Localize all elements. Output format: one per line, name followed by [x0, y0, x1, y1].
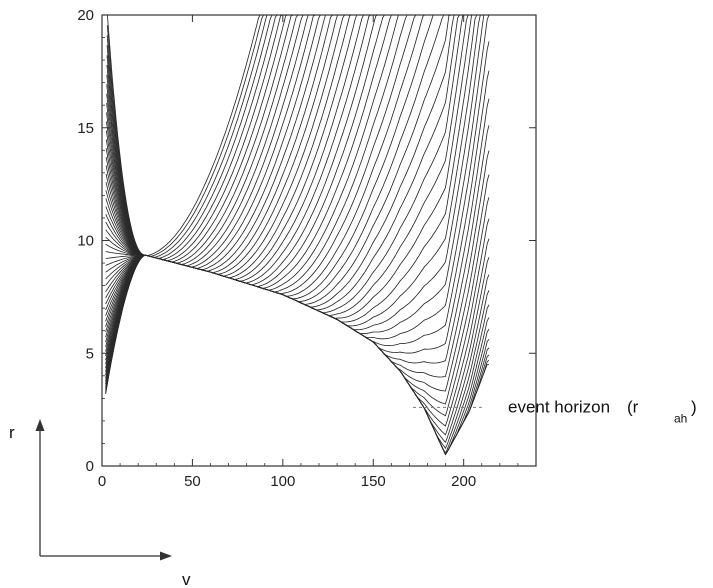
series-line [105, 125, 490, 364]
series-line [106, 14, 309, 268]
x-tick-label: 150 [361, 473, 386, 490]
series-line [105, 14, 371, 284]
x-tick-label: 0 [98, 473, 106, 490]
series-line [106, 14, 261, 257]
series-line [105, 14, 490, 335]
series-line [105, 14, 352, 279]
series-line [106, 14, 264, 257]
y-axis-name: r [9, 423, 15, 442]
event-horizon-label: event horizon [508, 397, 610, 416]
x-axis-name: v [182, 570, 191, 588]
series-line [105, 14, 345, 277]
series-line [105, 14, 385, 288]
series-line [105, 14, 481, 327]
event-horizon-close: ) [691, 397, 697, 416]
series-line [105, 174, 490, 392]
y-tick-label: 0 [86, 458, 94, 475]
y-tick-label: 20 [77, 7, 94, 24]
series-line [105, 70, 490, 347]
event-horizon-subscript: ah [674, 411, 687, 425]
x-tick-label: 100 [270, 473, 295, 490]
series-line [106, 14, 299, 265]
series-line [105, 14, 434, 300]
series-line [105, 14, 316, 269]
y-tick-label: 10 [77, 233, 94, 250]
x-tick-label: 50 [184, 473, 201, 490]
v-axis-arrowhead [160, 551, 172, 561]
curves-group [105, 14, 490, 456]
annotation-group: event horizon (r ah) [413, 397, 697, 425]
series-line [105, 14, 464, 314]
series-line [105, 197, 490, 405]
series-line [106, 14, 268, 258]
x-tick-label: 200 [451, 473, 476, 490]
series-line [105, 98, 490, 354]
r-axis-arrowhead [35, 419, 45, 431]
series-line [105, 14, 358, 280]
series-line [106, 14, 293, 264]
series-line [105, 14, 339, 275]
series-line [105, 238, 490, 427]
y-tick-label: 15 [77, 120, 94, 137]
series-line [105, 14, 451, 305]
y-tick-label: 5 [86, 345, 94, 362]
event-horizon-symbol: (r [627, 397, 639, 416]
series-line [106, 14, 273, 259]
series-line [105, 14, 460, 311]
series-line [105, 14, 333, 274]
ticks-group: 0 50 100 150 200 0 5 10 15 20 [77, 7, 536, 490]
axis-arrows [35, 419, 172, 561]
series-line [105, 14, 364, 282]
